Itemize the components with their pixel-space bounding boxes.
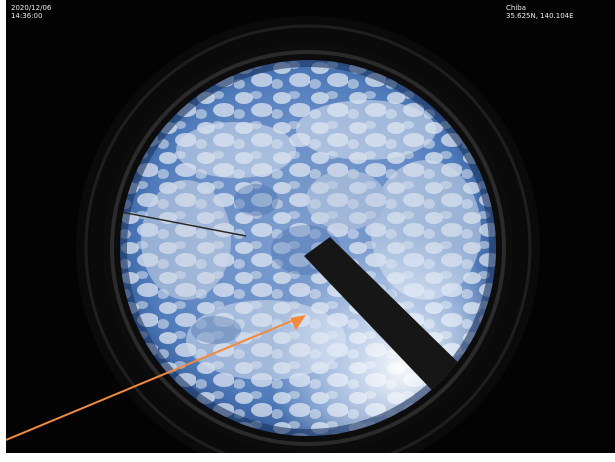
date-text: 2020/12/06 [11, 4, 52, 12]
time-text: 14:36:00 [11, 12, 43, 20]
shadow-band [304, 237, 474, 405]
wire [120, 211, 247, 237]
location-name: Chiba [506, 4, 527, 12]
lens-ring-bezel [110, 50, 506, 446]
location-overlay: Chiba 35.625N, 140.104E [506, 4, 574, 20]
annotation-arrow [6, 315, 306, 441]
location-coordinates: 35.625N, 140.104E [506, 12, 574, 20]
lens-ring-outer-edge [84, 24, 532, 453]
timestamp-overlay: 2020/12/06 14:36:00 [11, 4, 51, 20]
all-sky-image [6, 16, 540, 453]
all-sky-image-frame: 2020/12/06 14:36:00 Chiba 35.625N, 140.1… [6, 0, 615, 453]
sky-dome [120, 60, 496, 436]
